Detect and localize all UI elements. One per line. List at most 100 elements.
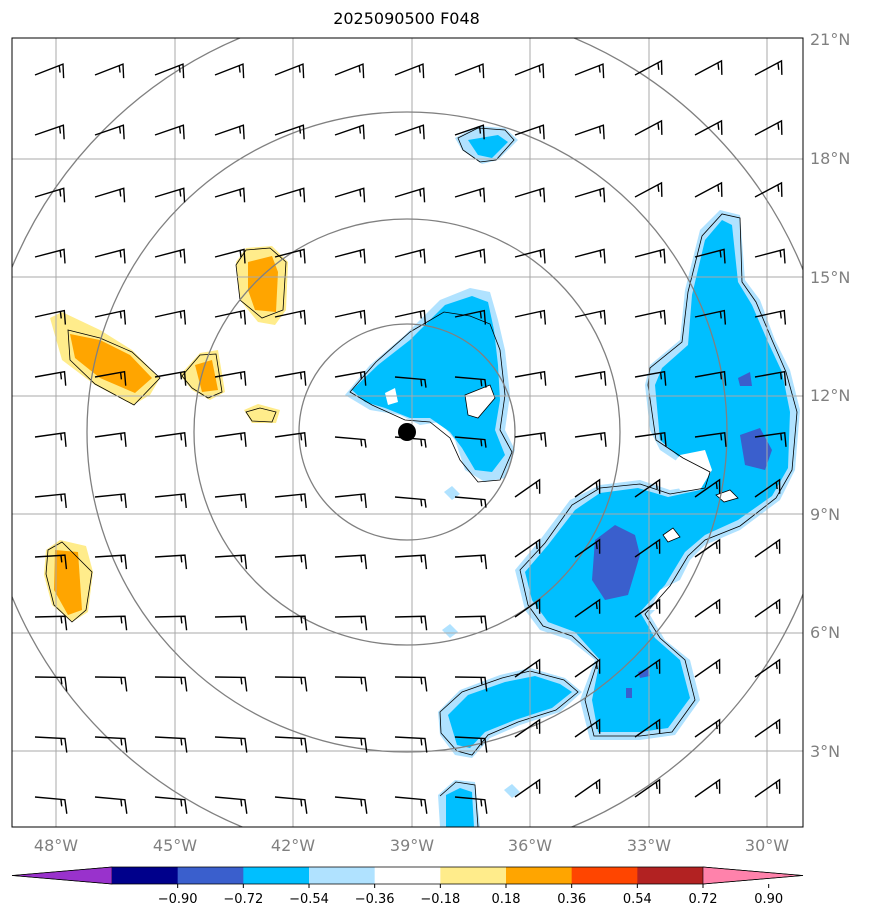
- wind-barb: [394, 187, 426, 203]
- wind-barb: [214, 432, 247, 447]
- wind-barb: [274, 63, 305, 79]
- wind-barb: [454, 436, 487, 448]
- lon-label: 45°W: [153, 836, 197, 855]
- wind-barb: [274, 124, 305, 140]
- colorbar-tick-label: −0.36: [355, 892, 395, 907]
- wind-barb: [574, 778, 601, 798]
- colorbar-tick-label: 0.72: [689, 892, 718, 907]
- wind-barb: [694, 658, 721, 678]
- wind-barb: [805, 540, 830, 557]
- wind-barb: [754, 119, 783, 136]
- wind-barb: [394, 676, 428, 692]
- wind-barb: [514, 432, 547, 447]
- wind-barb: [214, 187, 246, 203]
- lat-label: 12°N: [810, 386, 850, 405]
- lat-label: 18°N: [810, 149, 850, 168]
- wind-barb: [805, 433, 836, 447]
- lon-label: 48°W: [34, 836, 78, 855]
- wind-barb: [214, 796, 248, 814]
- wind-barb: [394, 554, 428, 570]
- wind-barb: [274, 432, 307, 447]
- wind-barb: [805, 121, 832, 135]
- lat-label: 3°N: [810, 742, 840, 761]
- wind-barb: [394, 248, 426, 264]
- wind-barb: [454, 554, 488, 570]
- wind-barb: [214, 493, 247, 509]
- colorbar-tick-label: −0.18: [420, 892, 460, 907]
- wind-barb: [634, 59, 663, 76]
- wind-barb: [94, 63, 125, 79]
- wind-barb: [94, 796, 128, 814]
- colorbar-swatch: [637, 867, 704, 884]
- wind-barb: [754, 478, 781, 498]
- wind-barb: [334, 554, 368, 570]
- wind-barb: [805, 720, 830, 737]
- wind-barb: [574, 63, 605, 79]
- wind-barb: [34, 736, 68, 753]
- wind-barb: [754, 370, 787, 386]
- wind-barb: [394, 615, 428, 631]
- wind-barb: [214, 676, 248, 692]
- wind-barb: [754, 59, 783, 76]
- wind-barb: [394, 376, 427, 388]
- wind-barb: [634, 598, 661, 618]
- wind-barb: [154, 187, 186, 203]
- wind-barb: [754, 658, 781, 678]
- wind-barb: [34, 370, 67, 386]
- longitude-labels: 48°W 45°W 42°W 39°W 36°W 33°W 30°W: [34, 836, 789, 855]
- wind-barb: [694, 119, 723, 136]
- wind-barb: [454, 187, 486, 203]
- graticule: [12, 38, 803, 827]
- shaded-field: [44, 126, 800, 827]
- lon-label: 36°W: [508, 836, 552, 855]
- wind-barb: [694, 778, 721, 798]
- wind-barb: [274, 248, 306, 264]
- wind-barb: [754, 538, 781, 558]
- wind-barb: [274, 309, 307, 325]
- wind-barb: [514, 248, 546, 264]
- wind-barb: [34, 309, 67, 325]
- wind-barb: [94, 309, 127, 325]
- wind-barb: [214, 124, 245, 140]
- colorbar-swatch: [177, 867, 244, 884]
- wind-barb: [34, 554, 68, 570]
- colorbar-swatch: [571, 867, 638, 884]
- wind-barb: [154, 493, 187, 509]
- wind-barb: [334, 436, 367, 448]
- wind-barb: [94, 370, 127, 386]
- wind-barb: [214, 615, 248, 631]
- colorbar-extend-low: [11, 866, 113, 885]
- wind-barb: [454, 496, 487, 508]
- wind-barb: [334, 615, 368, 631]
- wind-barb: [754, 248, 786, 264]
- wind-barb: [634, 718, 661, 738]
- wind-barb: [454, 124, 485, 140]
- lat-label: 21°N: [810, 30, 850, 49]
- wind-barb: [454, 796, 488, 814]
- wind-barb: [514, 538, 541, 558]
- lat-label: 6°N: [810, 623, 840, 642]
- wind-barb: [154, 796, 188, 814]
- wind-barb: [214, 370, 247, 386]
- wind-barb: [154, 370, 187, 386]
- wind-barb: [754, 181, 783, 198]
- wind-barb: [34, 432, 67, 447]
- wind-barb: [805, 372, 836, 386]
- wind-barb: [514, 658, 541, 678]
- wind-barb: [574, 187, 606, 203]
- colorbar: −0.90 −0.72 −0.54 −0.36 −0.18 0.18 0.36 0.54 0.7…: [11, 866, 804, 907]
- wind-barb: [274, 796, 308, 814]
- lon-label: 42°W: [271, 836, 315, 855]
- range-ring-1: [298, 323, 516, 541]
- wind-barb: [634, 432, 667, 447]
- wind-barb: [574, 370, 607, 386]
- colorbar-tick-label: 0.36: [557, 892, 586, 907]
- wind-barb: [514, 718, 541, 738]
- wind-barb: [514, 309, 547, 325]
- wind-barb: [454, 736, 488, 753]
- wind-barb: [514, 598, 541, 618]
- colorbar-swatch: [506, 867, 573, 884]
- wind-barb: [634, 538, 661, 558]
- wind-barb: [694, 309, 727, 325]
